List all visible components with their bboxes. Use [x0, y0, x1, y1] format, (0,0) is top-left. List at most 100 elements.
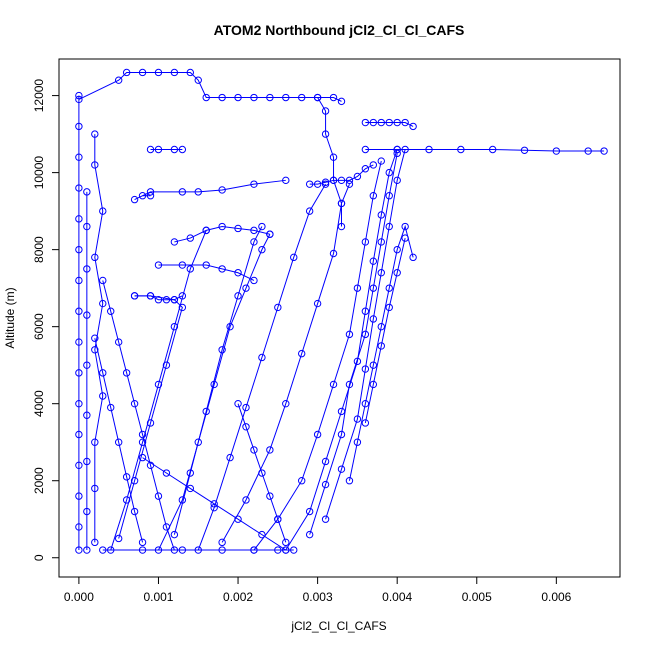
data-point: [146, 188, 155, 196]
data-point: [369, 284, 378, 292]
data-point: [83, 311, 91, 319]
data-point: [393, 118, 401, 127]
data-point: [409, 122, 417, 131]
data-point: [75, 461, 83, 470]
data-point: [91, 130, 99, 138]
data-point: [329, 93, 338, 102]
data-point: [75, 546, 83, 554]
data-point: [186, 469, 194, 477]
data-point: [385, 118, 393, 127]
data-point: [329, 380, 338, 389]
data-point: [114, 534, 123, 543]
data-point: [266, 446, 274, 454]
data-point: [154, 261, 163, 269]
data-point: [91, 484, 99, 493]
data-point: [250, 446, 258, 454]
data-point: [75, 122, 83, 131]
data-point: [488, 145, 497, 154]
series-line-22: [158, 264, 255, 281]
data-point: [154, 492, 163, 500]
data-point: [393, 149, 401, 158]
data-point: [377, 269, 385, 277]
data-point: [377, 342, 385, 350]
data-point: [170, 238, 179, 246]
data-point: [107, 403, 115, 412]
data-point: [99, 207, 107, 215]
data-point: [202, 93, 210, 102]
data-point: [99, 546, 107, 554]
data-point: [250, 226, 258, 235]
data-point: [234, 292, 242, 300]
data-point: [91, 346, 99, 354]
x-tick-label: 0.001: [143, 590, 173, 604]
data-point: [321, 480, 330, 489]
data-point: [138, 438, 147, 446]
data-point: [377, 211, 385, 219]
data-point: [313, 180, 322, 188]
data-point: [162, 296, 171, 304]
series-line-14: [348, 224, 414, 481]
x-tick-label: 0.004: [382, 590, 412, 604]
data-point: [138, 68, 147, 77]
data-point: [75, 399, 83, 408]
x-tick-label: 0.003: [303, 590, 333, 604]
data-point: [258, 469, 266, 477]
data-point: [377, 157, 385, 165]
y-axis: 0 2000 4000 6000 8000 10000 12000: [32, 79, 60, 561]
data-point: [250, 93, 258, 102]
data-point: [329, 153, 338, 161]
data-point: [138, 538, 147, 547]
data-point: [329, 249, 338, 258]
data-point: [377, 118, 385, 127]
data-point: [353, 438, 362, 446]
data-point: [107, 307, 115, 315]
x-tick-label: 0.002: [223, 590, 253, 604]
data-point: [99, 299, 107, 308]
data-point: [138, 430, 147, 439]
data-point: [194, 76, 202, 84]
data-point: [146, 145, 155, 154]
data-point: [154, 296, 163, 304]
data-point: [274, 546, 282, 554]
data-point: [91, 438, 99, 446]
data-point: [194, 438, 202, 446]
data-point: [83, 188, 91, 196]
data-point: [114, 76, 123, 84]
series-line-7: [173, 226, 263, 535]
data-point: [258, 353, 266, 362]
data-point: [401, 234, 409, 242]
data-point: [218, 186, 226, 194]
data-point: [130, 477, 139, 485]
data-point: [369, 118, 378, 127]
data-point: [385, 284, 393, 292]
series-line-13: [325, 149, 406, 520]
series-line-28: [142, 457, 287, 551]
series-line-8: [197, 183, 327, 551]
data-point: [162, 523, 171, 531]
data-point: [242, 496, 250, 504]
y-tick-label: 10000: [32, 156, 46, 190]
data-point: [298, 477, 306, 485]
data-point: [83, 457, 91, 466]
data-point: [186, 265, 194, 273]
data-point: [369, 161, 378, 169]
data-point: [91, 334, 99, 342]
data-point: [154, 546, 163, 554]
data-point: [210, 503, 218, 512]
data-point: [91, 538, 99, 547]
series-line-6: [158, 234, 271, 551]
data-point: [329, 176, 338, 185]
data-point: [218, 222, 226, 231]
data-point: [337, 199, 346, 208]
data-point: [218, 546, 226, 554]
data-point: [75, 91, 83, 100]
data-point: [393, 176, 401, 185]
data-point: [83, 411, 91, 419]
data-point: [138, 453, 147, 462]
series-line-4: [110, 230, 207, 551]
data-point: [584, 147, 592, 155]
series-line-16: [78, 71, 342, 102]
data-point: [202, 226, 210, 235]
data-point: [266, 492, 274, 500]
y-tick-label: 4000: [32, 390, 46, 417]
